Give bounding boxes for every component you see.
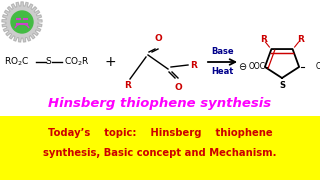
Text: synthesis, Basic concept and Mechanism.: synthesis, Basic concept and Mechanism. [43,148,277,158]
FancyBboxPatch shape [0,116,320,180]
Text: $\ominus$: $\ominus$ [238,61,247,72]
Text: RO$_2$C: RO$_2$C [4,56,29,68]
Text: R: R [260,35,267,44]
Text: CO$_2$R: CO$_2$R [315,61,320,73]
Text: Base: Base [211,48,234,57]
Text: Today’s    topic:    Hinsberg    thiophene: Today’s topic: Hinsberg thiophene [48,128,272,138]
Polygon shape [2,2,42,42]
Text: Hinsberg thiophene synthesis: Hinsberg thiophene synthesis [48,96,272,109]
Text: OOC: OOC [248,62,265,71]
Text: +: + [104,55,116,69]
Text: S: S [45,57,51,66]
Text: S: S [279,81,285,90]
Text: CO$_2$R: CO$_2$R [64,56,90,68]
Text: R: R [190,60,197,69]
Text: Heat: Heat [211,68,234,76]
Text: R: R [124,81,132,90]
Text: O: O [174,83,182,92]
Circle shape [11,11,33,33]
Text: O: O [154,34,162,43]
Text: R: R [297,35,304,44]
